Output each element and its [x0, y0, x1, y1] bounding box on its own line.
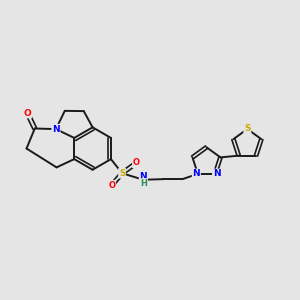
Text: S: S: [119, 169, 125, 178]
Text: N: N: [213, 169, 220, 178]
Text: H: H: [140, 179, 147, 188]
Text: O: O: [23, 109, 31, 118]
Text: S: S: [244, 124, 250, 134]
Text: N: N: [193, 169, 200, 178]
Text: O: O: [108, 181, 115, 190]
Text: O: O: [133, 158, 140, 167]
Text: N: N: [52, 124, 60, 134]
Text: N: N: [140, 172, 147, 181]
